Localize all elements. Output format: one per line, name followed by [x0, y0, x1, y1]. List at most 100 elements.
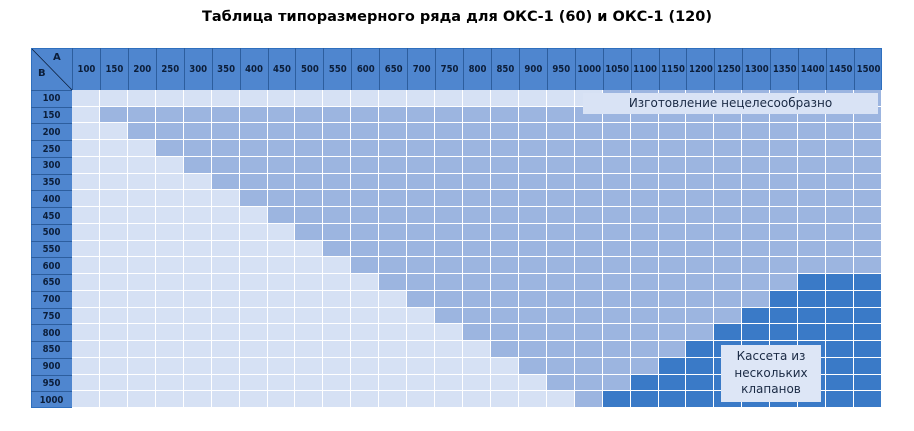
table-cell [72, 324, 100, 342]
table-cell [379, 106, 408, 124]
table-cell [379, 156, 408, 174]
table-cell [742, 140, 771, 157]
table-cell [435, 274, 464, 291]
table-cell [686, 374, 715, 392]
table-cell [407, 324, 436, 342]
table-cell [490, 240, 519, 258]
table-cell [155, 123, 184, 141]
table-cell [630, 207, 659, 224]
table-cell [267, 374, 296, 392]
table-cell [463, 90, 491, 107]
table-cell [407, 106, 436, 124]
table-cell [183, 240, 212, 258]
table-cell [295, 357, 324, 375]
table-cell [463, 173, 491, 191]
table-cell [854, 357, 882, 375]
cassette-note-line-1: Кассета из [736, 349, 806, 363]
table-cell [267, 257, 296, 275]
table-cell [267, 223, 296, 241]
table-cell [630, 391, 659, 408]
row-header: 700 [31, 290, 72, 308]
column-header: 350 [211, 48, 240, 90]
table-cell [351, 307, 380, 325]
table-cell [267, 341, 296, 358]
table-cell [770, 123, 799, 141]
table-cell [323, 156, 352, 174]
table-cell [239, 357, 268, 375]
table-cell [155, 290, 184, 308]
table-cell [295, 257, 324, 275]
table-cell [211, 156, 240, 174]
table-cell [295, 391, 324, 408]
table-cell [379, 173, 408, 191]
table-cell [826, 391, 855, 408]
table-cell [798, 190, 827, 208]
table-cell [714, 324, 743, 342]
table-cell [99, 90, 128, 107]
table-cell [826, 123, 855, 141]
table-cell [351, 324, 380, 342]
table-cell [407, 223, 436, 241]
table-cell [854, 223, 882, 241]
table-cell [183, 341, 212, 358]
table-cell [239, 223, 268, 241]
table-cell [574, 307, 603, 325]
table-cell [658, 123, 687, 141]
row-header: 550 [31, 240, 72, 258]
table-cell [127, 140, 156, 157]
table-cell [602, 140, 631, 157]
table-cell [546, 190, 575, 208]
table-cell [407, 90, 436, 107]
table-cell [742, 307, 771, 325]
table-cell [686, 307, 715, 325]
table-cell [99, 274, 128, 291]
table-cell [630, 123, 659, 141]
table-cell [435, 257, 464, 275]
table-cell [742, 156, 771, 174]
table-cell [407, 140, 436, 157]
table-cell [183, 90, 212, 107]
table-cell [854, 173, 882, 191]
table-cell [155, 274, 184, 291]
table-cell [323, 391, 352, 408]
table-cell [770, 274, 799, 291]
table-cell [770, 240, 799, 258]
table-cell [574, 223, 603, 241]
table-cell [826, 140, 855, 157]
table-cell [379, 391, 408, 408]
table-cell [211, 190, 240, 208]
table-cell [295, 140, 324, 157]
table-cell [826, 257, 855, 275]
table-cell [463, 357, 491, 375]
table-cell [72, 156, 100, 174]
table-cell [351, 223, 380, 241]
table-cell [574, 357, 603, 375]
table-cell [295, 324, 324, 342]
table-cell [295, 341, 324, 358]
table-cell [463, 341, 491, 358]
table-cell [714, 307, 743, 325]
table-cell [854, 123, 882, 141]
table-cell [826, 374, 855, 392]
table-cell [518, 324, 547, 342]
column-header: 200 [127, 48, 156, 90]
table-cell [379, 274, 408, 291]
table-cell [798, 140, 827, 157]
table-cell [155, 357, 184, 375]
cassette-note: Кассета из нескольких клапанов [721, 345, 821, 402]
table-cell [72, 391, 100, 408]
table-cell [463, 391, 491, 408]
table-cell [798, 156, 827, 174]
table-cell [211, 123, 240, 141]
table-cell [351, 374, 380, 392]
table-cell [826, 223, 855, 241]
table-cell [435, 223, 464, 241]
table-cell [490, 257, 519, 275]
table-cell [546, 374, 575, 392]
table-cell [630, 190, 659, 208]
table-cell [267, 324, 296, 342]
table-cell [99, 156, 128, 174]
table-cell [574, 274, 603, 291]
table-cell [351, 173, 380, 191]
table-cell [630, 257, 659, 275]
